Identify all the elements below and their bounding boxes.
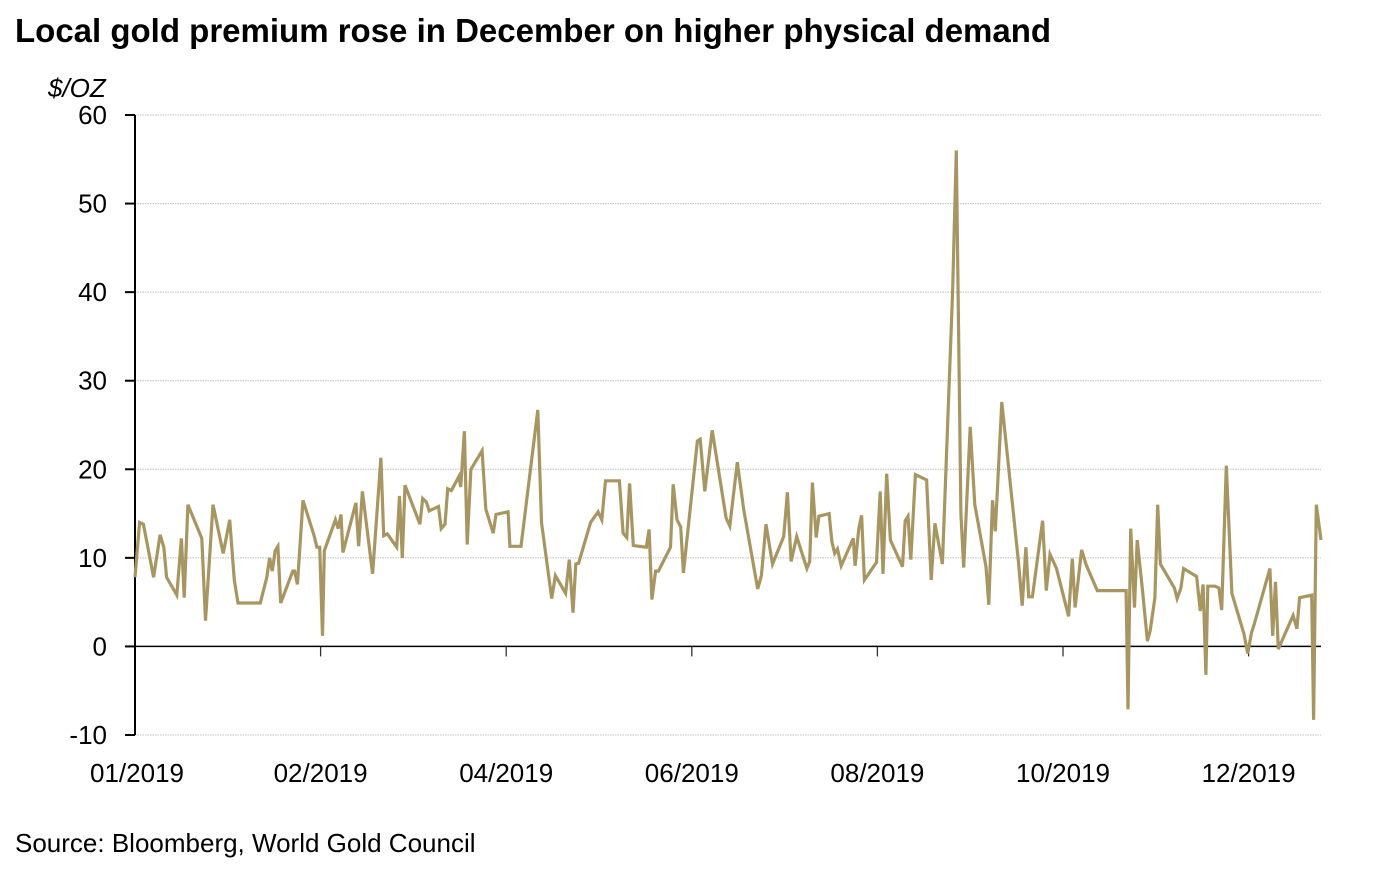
y-tick-label-20: 20 <box>78 454 107 484</box>
x-tick-label: 12/2019 <box>1202 758 1296 788</box>
x-tick-label: 08/2019 <box>830 758 924 788</box>
x-tick-label: 04/2019 <box>459 758 553 788</box>
line-chart: $/OZ -10 0 10 20 30 40 50 60 01/2019 02/2019 04/2… <box>47 73 1323 788</box>
y-tick-label-10: 10 <box>78 543 107 573</box>
y-tick-label-40: 40 <box>78 277 107 307</box>
gridlines <box>135 114 1321 736</box>
series-group <box>133 150 1323 720</box>
y-tick-label--10: -10 <box>69 720 107 750</box>
y-tick-label-60: 60 <box>78 100 107 130</box>
y-axis-unit-label: $/OZ <box>47 73 107 103</box>
source-note: Source: Bloomberg, World Gold Council <box>15 828 476 858</box>
y-tick-label-0: 0 <box>93 631 107 661</box>
series-line-gold-premium <box>133 150 1323 720</box>
y-axis-ticks: -10 0 10 20 30 40 50 60 <box>69 100 135 750</box>
chart-title: Local gold premium rose in December on h… <box>15 12 1052 49</box>
y-tick-label-30: 30 <box>78 366 107 396</box>
x-tick-label: 06/2019 <box>645 758 739 788</box>
x-tick-label: 01/2019 <box>90 758 184 788</box>
x-tick-label: 02/2019 <box>274 758 368 788</box>
x-tick-label: 10/2019 <box>1016 758 1110 788</box>
y-tick-label-50: 50 <box>78 189 107 219</box>
axes <box>134 115 1321 735</box>
x-axis-ticks: 01/2019 02/2019 04/2019 06/2019 08/2019 10/20… <box>90 646 1296 788</box>
